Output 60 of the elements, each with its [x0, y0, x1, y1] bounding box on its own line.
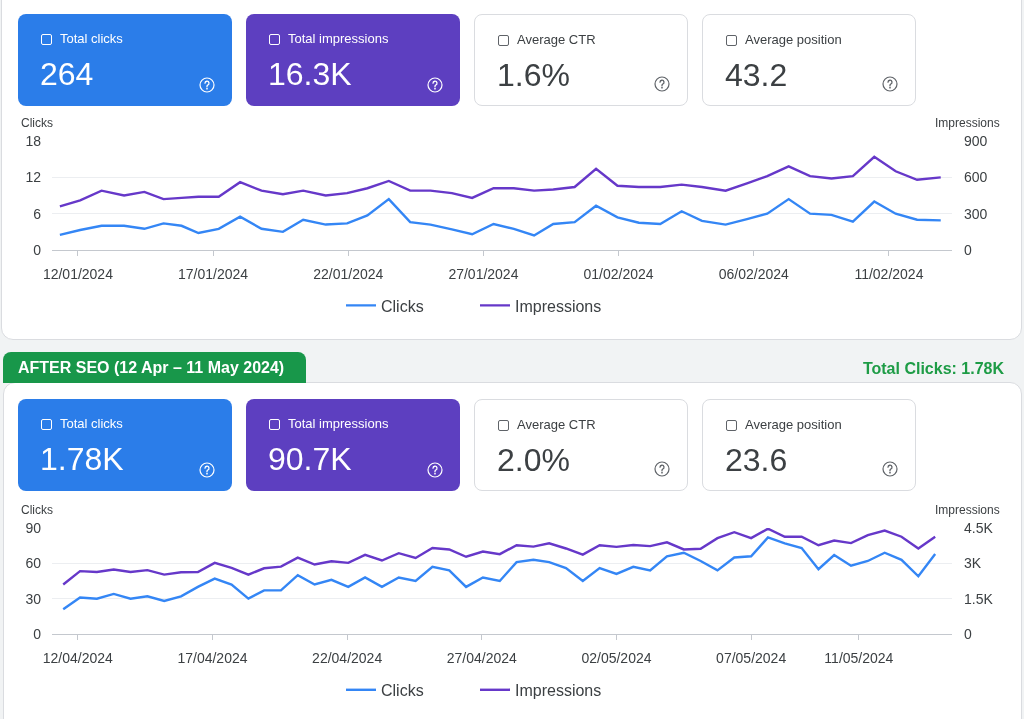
x-tick-label: 12/01/2024 — [42, 265, 114, 282]
category-label: Average CTR — [517, 417, 596, 433]
x-tick-label: 22/04/2024 — [312, 649, 383, 666]
text: 16.3K — [268, 56, 352, 92]
text: Total Clicks: 1.78K — [862, 359, 1004, 379]
text: 2.0% — [497, 442, 570, 478]
category-label: Total clicks — [60, 31, 123, 47]
y-tick-label: 12 — [25, 169, 42, 186]
x-tick-label: 27/04/2024 — [446, 649, 518, 666]
text: 23.6 — [725, 442, 788, 478]
y2-tick-label: 4.5K — [964, 519, 994, 536]
line-series — [62, 528, 937, 586]
legend-label: Clicks — [381, 297, 424, 315]
y2-tick-label: 900 — [964, 132, 988, 149]
category-label: Average position — [745, 417, 842, 433]
legend-label: Impressions — [515, 297, 602, 315]
line-series — [58, 197, 942, 237]
y-tick-label: 6 — [33, 205, 42, 222]
y2-axis-title: Impressions — [935, 503, 1000, 517]
line-series — [62, 536, 937, 611]
text: 90.7K — [268, 441, 352, 477]
x-tick-label: 07/05/2024 — [716, 649, 787, 666]
category-label: Total impressions — [288, 416, 389, 432]
x-tick-label: 06/02/2024 — [718, 265, 789, 282]
y2-tick-label: 0 — [964, 241, 972, 258]
category-label: Average CTR — [517, 32, 596, 48]
text: 264 — [40, 56, 94, 92]
y2-tick-label: 1.5K — [964, 590, 994, 607]
x-tick-label: 11/05/2024 — [824, 649, 894, 666]
x-tick-label: 01/02/2024 — [583, 265, 654, 282]
y-tick-label: 0 — [33, 241, 42, 258]
legend-label: Clicks — [381, 682, 424, 700]
x-tick-label: 27/01/2024 — [448, 265, 519, 282]
x-tick-label: 02/05/2024 — [581, 649, 652, 666]
x-tick-label: 12/04/2024 — [42, 649, 114, 666]
category-label: Average position — [745, 32, 842, 48]
y-tick-label: 30 — [25, 590, 42, 607]
text: 1.78K — [40, 441, 124, 477]
y2-axis-title: Impressions — [935, 116, 1000, 130]
y2-tick-label: 0 — [964, 625, 972, 642]
y-tick-label: 60 — [25, 555, 42, 572]
text: 1.6% — [497, 57, 570, 93]
y-axis-title: Clicks — [21, 503, 53, 517]
y2-tick-label: 600 — [964, 169, 988, 186]
y2-tick-label: 300 — [964, 205, 988, 222]
y-tick-label: 18 — [25, 132, 42, 149]
category-label: Total impressions — [288, 31, 389, 47]
text: 43.2 — [725, 57, 788, 93]
category-label: Total clicks — [60, 416, 123, 432]
x-tick-label: 22/01/2024 — [313, 265, 384, 282]
y-tick-label: 90 — [25, 519, 42, 536]
x-tick-label: 17/01/2024 — [178, 265, 249, 282]
y-axis-title: Clicks — [21, 116, 53, 130]
x-tick-label: 11/02/2024 — [854, 265, 924, 282]
line-series — [58, 155, 942, 208]
y-tick-label: 0 — [33, 625, 42, 642]
text: AFTER SEO (12 Apr – 11 May 2024) — [3, 352, 307, 383]
x-tick-label: 17/04/2024 — [177, 649, 248, 666]
y2-tick-label: 3K — [964, 555, 982, 572]
legend-label: Impressions — [515, 682, 602, 700]
